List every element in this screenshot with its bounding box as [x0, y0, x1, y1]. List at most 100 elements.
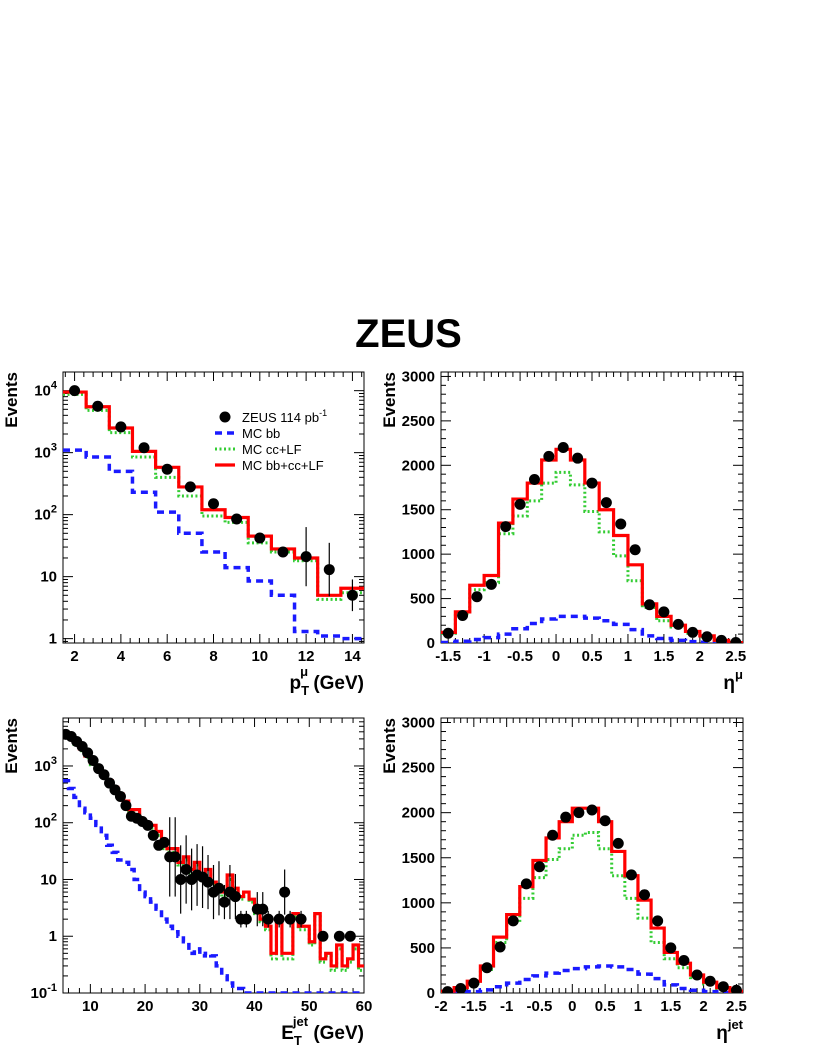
x-tick-label: 0.5 — [582, 648, 603, 665]
x-tick-label: 10 — [251, 648, 268, 665]
legend-marker-data — [219, 411, 231, 423]
y-tick-label: 102 — [34, 504, 57, 524]
y-tick-label: 1000 — [402, 546, 435, 563]
x-axis-label: pTμ (GeV) — [290, 664, 364, 698]
data-point — [507, 915, 519, 927]
x-tick-label: 60 — [356, 998, 373, 1015]
y-tick-label: 10 — [40, 871, 57, 888]
data-point — [543, 450, 555, 462]
legend-label: MC bb+cc+LF — [242, 458, 324, 473]
legend-label: ZEUS 114 pb-1 — [242, 408, 327, 425]
series-line-cclf — [441, 470, 743, 643]
data-point — [485, 578, 497, 590]
x-axis-label: ηjet — [716, 1017, 743, 1044]
y-tick-label: 1500 — [402, 850, 435, 867]
x-tick-label: 2 — [696, 648, 704, 665]
x-tick-label: 12 — [298, 648, 315, 665]
x-tick-label: 14 — [344, 648, 361, 665]
data-point — [69, 385, 81, 397]
data-point — [586, 804, 598, 816]
data-point — [279, 886, 291, 898]
legend-label: MC bb — [242, 426, 280, 441]
series-line-bb — [441, 614, 743, 643]
x-tick-label: 2 — [699, 998, 707, 1015]
data-point — [481, 962, 493, 974]
panel-eta-mu: -1.5 -1 -0.5 0 0.5 1 1.5 2 2.5 0 500 1000 1500 2000 25… — [380, 368, 746, 694]
data-point — [161, 463, 173, 475]
plot-frame — [62, 717, 365, 994]
data-point — [658, 606, 670, 618]
y-tick-label: 102 — [34, 812, 57, 832]
data-point — [528, 474, 540, 486]
data-point — [678, 955, 690, 967]
series-line-bb — [63, 448, 364, 641]
x-axis-label: ημ — [723, 667, 743, 694]
x-tick-label: 1.5 — [660, 998, 681, 1015]
data-point — [213, 882, 225, 894]
data-points — [442, 804, 742, 993]
y-tick-label: 103 — [34, 442, 57, 462]
x-tick-label: -1.5 — [461, 998, 487, 1015]
data-point — [572, 452, 584, 464]
series-line-total — [441, 806, 743, 993]
y-tick-label: 3000 — [402, 368, 435, 385]
y-tick-label: 1500 — [402, 502, 435, 519]
data-point — [520, 878, 532, 890]
data-point — [442, 627, 454, 639]
data-point — [317, 930, 329, 942]
y-tick-label: 3000 — [402, 715, 435, 732]
data-point — [612, 837, 624, 849]
figure-title: ZEUS — [355, 312, 462, 356]
y-tick-label: 10-1 — [31, 982, 57, 1002]
data-point — [147, 829, 159, 841]
x-tick-label: 20 — [137, 998, 154, 1015]
data-point — [573, 807, 585, 819]
data-point — [273, 913, 285, 925]
x-tick-label: 50 — [301, 998, 318, 1015]
y-axis-label: Events — [380, 372, 399, 428]
data-point — [158, 836, 170, 848]
data-point — [82, 747, 94, 759]
data-point — [262, 913, 274, 925]
data-point — [92, 400, 104, 412]
legend-label: MC cc+LF — [242, 442, 302, 457]
data-point — [599, 815, 611, 827]
panel-et-jet: 10 20 30 40 50 60 10-1 1 10 102 103 Events ETjet (Ge… — [2, 717, 373, 1048]
x-tick-label: 8 — [209, 648, 217, 665]
data-point — [175, 873, 187, 885]
x-tick-label: 0 — [568, 998, 576, 1015]
x-tick-label: -1 — [477, 648, 490, 665]
data-point — [184, 481, 196, 493]
data-point — [715, 634, 727, 643]
y-tick-label: 2500 — [402, 413, 435, 430]
data-point — [333, 930, 345, 942]
data-point — [457, 609, 469, 621]
x-tick-label: 30 — [191, 998, 208, 1015]
data-point — [560, 811, 572, 823]
data-point — [295, 913, 307, 925]
x-tick-label: -1.5 — [435, 648, 461, 665]
y-tick-label: 2000 — [402, 457, 435, 474]
plot-frame — [440, 717, 744, 994]
data-point — [98, 769, 110, 781]
data-point — [468, 977, 480, 989]
x-tick-label: 0.5 — [595, 998, 616, 1015]
data-point — [254, 532, 266, 544]
x-tick-label: 0 — [552, 648, 560, 665]
data-point — [639, 889, 651, 901]
data-points — [442, 442, 742, 643]
data-point — [300, 551, 312, 563]
x-tick-label: 2.5 — [726, 998, 747, 1015]
data-point — [547, 829, 559, 841]
x-tick-label: 1.5 — [653, 648, 674, 665]
data-point — [231, 513, 243, 525]
x-tick-label: -1 — [500, 998, 513, 1015]
y-tick-label: 10 — [40, 569, 57, 586]
data-point — [442, 986, 454, 993]
panel-eta-jet: -2 -1.5 -1 -0.5 0 0.5 1 1.5 2 2.5 0 500 1000 1500 2000… — [380, 715, 747, 1044]
data-point — [514, 498, 526, 510]
x-tick-label: 10 — [82, 998, 99, 1015]
histogram-group — [63, 390, 364, 641]
x-tick-label: 2.5 — [725, 648, 746, 665]
